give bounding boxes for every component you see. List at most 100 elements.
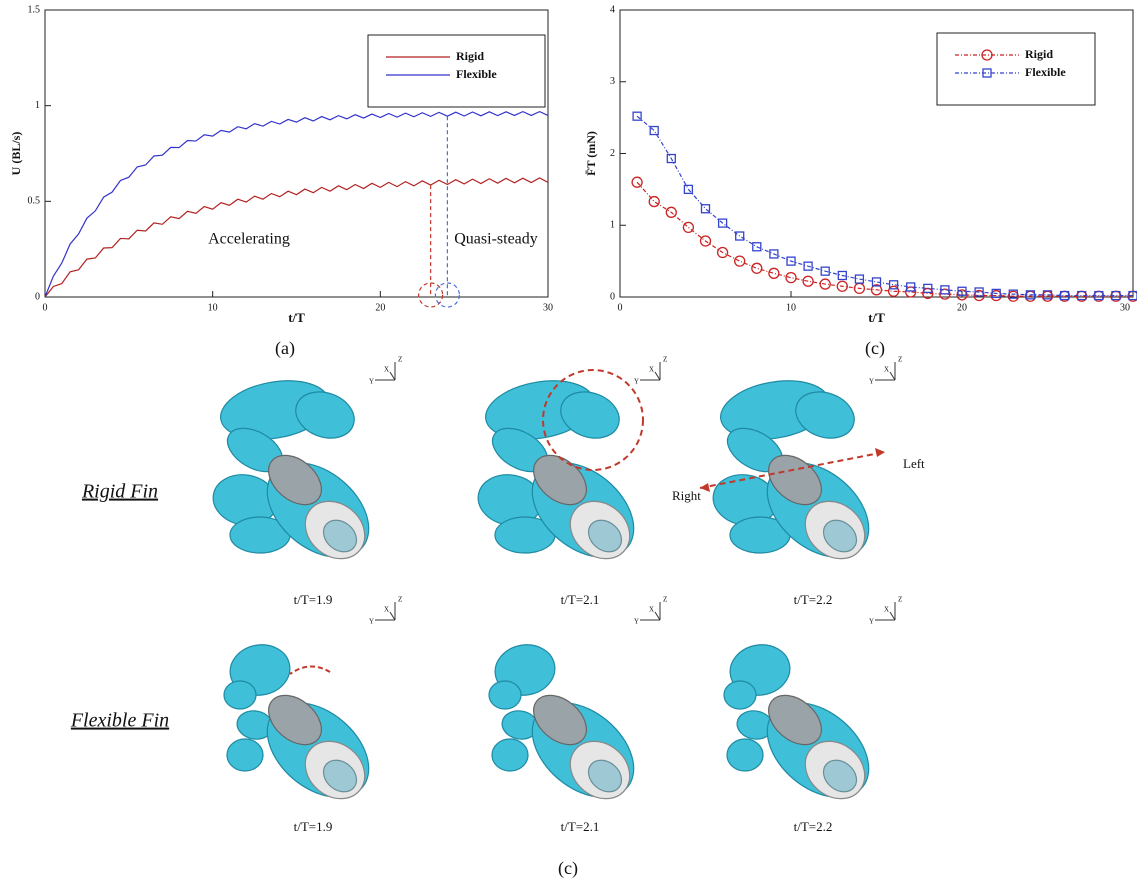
marker: [981, 49, 993, 61]
marker: [716, 246, 729, 259]
annotation: Quasi-steady: [454, 231, 538, 248]
vortex-blob: [488, 680, 522, 710]
series-line: [636, 181, 1133, 297]
vortex-blob: [223, 680, 257, 710]
marker: [1094, 290, 1104, 301]
marker: [819, 278, 831, 290]
triad-label: Y: [369, 378, 374, 386]
vortex-blob: [533, 694, 587, 746]
y-tick-label: 2: [610, 148, 615, 159]
vortex-blob: [723, 680, 757, 710]
series-line: [636, 115, 1133, 297]
highlight-circle: [542, 369, 644, 471]
marker: [1042, 290, 1053, 300]
marker: [1111, 290, 1121, 301]
marker: [870, 284, 883, 296]
marker: [923, 283, 933, 294]
x-tick-label: 20: [375, 302, 385, 313]
y-tick-label: 1.5: [28, 4, 41, 15]
panel-label: (c): [558, 858, 578, 879]
marker: [957, 286, 967, 296]
marker: [785, 271, 797, 284]
vortex-image: Z X Y: [212, 356, 402, 560]
marker: [631, 176, 643, 188]
curl-arrow: [289, 665, 331, 675]
y-tick-label: 0: [35, 291, 40, 302]
x-tick-label: 10: [208, 302, 218, 313]
marker: [956, 289, 968, 301]
triad-label: Y: [869, 378, 874, 386]
y-tick-label: 0.5: [28, 196, 41, 207]
marker: [632, 111, 642, 121]
vortex-blob: [226, 738, 264, 772]
vortex-blob: [268, 454, 322, 506]
marker: [982, 68, 992, 78]
vortex-blob: [295, 391, 355, 439]
marker: [752, 242, 762, 252]
y-tick-label: 1: [35, 100, 40, 111]
triad-label: X: [884, 606, 889, 614]
vortex-blob: [491, 738, 529, 772]
marker: [769, 249, 779, 259]
vortex-blob: [560, 391, 620, 439]
triad-label: Z: [663, 596, 667, 604]
triad-label: X: [884, 366, 889, 374]
series-line: [44, 110, 549, 298]
vortex-blob: [268, 694, 322, 746]
triad-label: Y: [869, 618, 874, 626]
marker: [888, 280, 899, 290]
caption: t/T=2.1: [561, 819, 600, 834]
vortex-image: Z X Y: [488, 596, 667, 800]
marker: [1059, 290, 1070, 301]
axis-triad: [640, 362, 661, 381]
x-tick-label: 20: [957, 302, 967, 313]
vortex-images: Z X Y Z X Y Z X Y Z X Y Z X Y Z X Y: [212, 356, 902, 800]
y-tick-label: 1: [610, 220, 615, 231]
triad-label: Z: [663, 356, 667, 364]
triad-label: Y: [369, 618, 374, 626]
marker: [699, 235, 712, 247]
triad-label: X: [384, 606, 389, 614]
triad-label: Z: [398, 356, 402, 364]
vortex-blob: [726, 738, 764, 772]
marker: [751, 262, 763, 274]
marker: [802, 275, 814, 287]
plot-frame: [44, 9, 549, 298]
vortex-blob: [768, 694, 822, 746]
triad-label: Z: [898, 596, 902, 604]
vortex-blob: [322, 759, 358, 793]
x-axis-label: t/T: [868, 310, 885, 325]
marker: [666, 153, 676, 164]
direction-label: Right: [672, 488, 701, 503]
marker: [991, 288, 1001, 299]
reference-circle: [418, 282, 444, 308]
marker: [820, 266, 830, 276]
vortex-blob: [822, 759, 858, 793]
x-axis-label: t/T: [288, 310, 305, 325]
marker: [939, 288, 951, 300]
marker: [990, 289, 1002, 302]
caption: t/T=1.9: [294, 592, 333, 607]
axis-triad: [875, 362, 896, 381]
marker: [1008, 289, 1018, 299]
vortex-blob: [795, 391, 855, 439]
y-axis-label: F̄T (mN): [584, 131, 598, 176]
marker: [649, 125, 659, 136]
marker: [940, 285, 950, 295]
marker: [836, 280, 848, 292]
x-tick-label: 10: [786, 302, 796, 313]
y-tick-label: 0: [610, 291, 615, 302]
marker: [1007, 290, 1019, 302]
marker: [734, 255, 746, 267]
x-tick-label: 30: [543, 302, 553, 313]
row-label: Flexible Fin: [70, 710, 169, 732]
marker: [837, 270, 847, 281]
direction-label: Left: [903, 456, 925, 471]
marker: [1128, 290, 1137, 301]
caption: t/T=2.1: [561, 592, 600, 607]
row-label: Rigid Fin: [81, 481, 158, 503]
marker: [1025, 290, 1036, 300]
y-tick-label: 4: [610, 4, 615, 15]
marker: [887, 285, 900, 297]
